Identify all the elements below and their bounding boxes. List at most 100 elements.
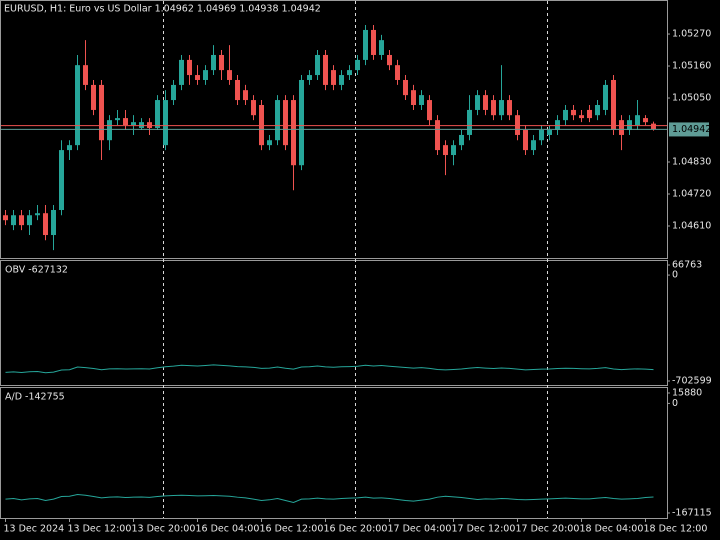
- candle-body: [539, 130, 544, 141]
- x-tick-label: 17 Dec 04:00: [388, 524, 452, 535]
- candle-body: [67, 145, 72, 151]
- candle-body: [371, 29, 376, 55]
- candle-body: [387, 54, 392, 66]
- candle-body: [251, 100, 256, 116]
- candle-body: [635, 115, 640, 126]
- candle-body: [27, 215, 32, 226]
- panel-title: EURUSD, H1: Euro vs US Dollar 1.04962 1.…: [4, 4, 321, 15]
- candle-body: [427, 100, 432, 121]
- panel-title: OBV -627132: [5, 265, 68, 276]
- candle-body: [243, 90, 248, 101]
- candle-body: [419, 95, 424, 106]
- x-tick-label: 16 Dec 12:00: [260, 524, 324, 535]
- candle-body: [547, 130, 552, 135]
- candle-body: [459, 134, 464, 146]
- x-tick-label: 17 Dec 12:00: [452, 524, 516, 535]
- candle-body: [531, 140, 536, 151]
- candle-body: [203, 70, 208, 80]
- candle-body: [299, 79, 304, 166]
- candle-body: [51, 210, 56, 236]
- candle-body: [571, 109, 576, 116]
- candle-body: [563, 109, 568, 121]
- candle-body: [3, 215, 8, 221]
- candle-body: [267, 140, 272, 146]
- candle-body: [643, 118, 648, 123]
- y-tick-label: 1.04610: [672, 221, 711, 232]
- candle-body: [291, 100, 296, 166]
- candle-body: [259, 105, 264, 146]
- candle-body: [91, 84, 96, 110]
- candle-body: [467, 109, 472, 135]
- bid-label: 1.04942: [672, 124, 711, 135]
- candle-body: [115, 118, 120, 121]
- candle-body: [595, 105, 600, 116]
- candle-body: [163, 100, 168, 146]
- x-tick-label: 18 Dec 04:00: [580, 524, 644, 535]
- y-tick-label: 1.04720: [672, 189, 711, 200]
- candle-body: [379, 40, 384, 55]
- x-tick-label: 18 Dec 12:00: [644, 524, 708, 535]
- indicator-line: [5, 494, 654, 503]
- candle-body: [323, 54, 328, 85]
- candle-body: [451, 145, 456, 156]
- y-tick-label: 0: [672, 270, 678, 281]
- candle-body: [99, 84, 104, 141]
- candle-body: [363, 29, 368, 60]
- candle-body: [515, 115, 520, 135]
- y-tick-label: 1.05160: [672, 61, 711, 72]
- candle-body: [435, 120, 440, 151]
- candle-body: [587, 109, 592, 119]
- candle-body: [555, 120, 560, 131]
- candle-body: [155, 100, 160, 128]
- candle-body: [619, 120, 624, 135]
- x-tick-label: 13 Dec 2024: [4, 524, 65, 535]
- candle-body: [603, 84, 608, 110]
- candle-body: [219, 54, 224, 71]
- y-tick-label: 1.05270: [672, 29, 711, 40]
- candle-body: [123, 118, 128, 126]
- x-tick-label: 16 Dec 04:00: [196, 524, 260, 535]
- candle-body: [147, 122, 152, 128]
- candle-body: [347, 70, 352, 76]
- y-tick-label: 66763: [672, 260, 702, 271]
- candle-body: [275, 100, 280, 141]
- candle-body: [139, 122, 144, 128]
- candle-body: [283, 100, 288, 146]
- x-tick-label: 13 Dec 12:00: [68, 524, 132, 535]
- candle-body: [507, 100, 512, 116]
- candle-body: [187, 59, 192, 76]
- indicator-line: [5, 364, 654, 374]
- candle-body: [443, 145, 448, 156]
- candle-body: [523, 130, 528, 151]
- candle-body: [483, 95, 488, 110]
- candle-body: [83, 65, 88, 85]
- candle-body: [107, 120, 112, 141]
- candle-body: [195, 75, 200, 80]
- main-panel-frame: [0, 0, 668, 259]
- y-tick-label: 1.04830: [672, 157, 711, 168]
- y-tick-label: -167115: [672, 508, 712, 519]
- candle-body: [395, 65, 400, 80]
- candle-body: [475, 95, 480, 110]
- candle-body: [355, 59, 360, 71]
- candle-body: [19, 215, 24, 226]
- candle-body: [651, 123, 656, 130]
- candle-body: [331, 70, 336, 85]
- candle-body: [339, 75, 344, 85]
- candle-body: [43, 213, 48, 236]
- y-tick-label: 15880: [672, 388, 702, 399]
- candle-body: [35, 213, 40, 216]
- candle-body: [307, 75, 312, 80]
- candle-body: [235, 79, 240, 101]
- candle-body: [499, 100, 504, 116]
- x-tick-label: 17 Dec 20:00: [516, 524, 580, 535]
- candle-body: [211, 54, 216, 71]
- x-tick-label: 13 Dec 20:00: [132, 524, 196, 535]
- candle-body: [171, 84, 176, 101]
- y-tick-label: -702599: [672, 376, 712, 387]
- candle-body: [411, 90, 416, 106]
- bid-label-box: [669, 122, 709, 137]
- panel-title: A/D -142755: [5, 392, 65, 403]
